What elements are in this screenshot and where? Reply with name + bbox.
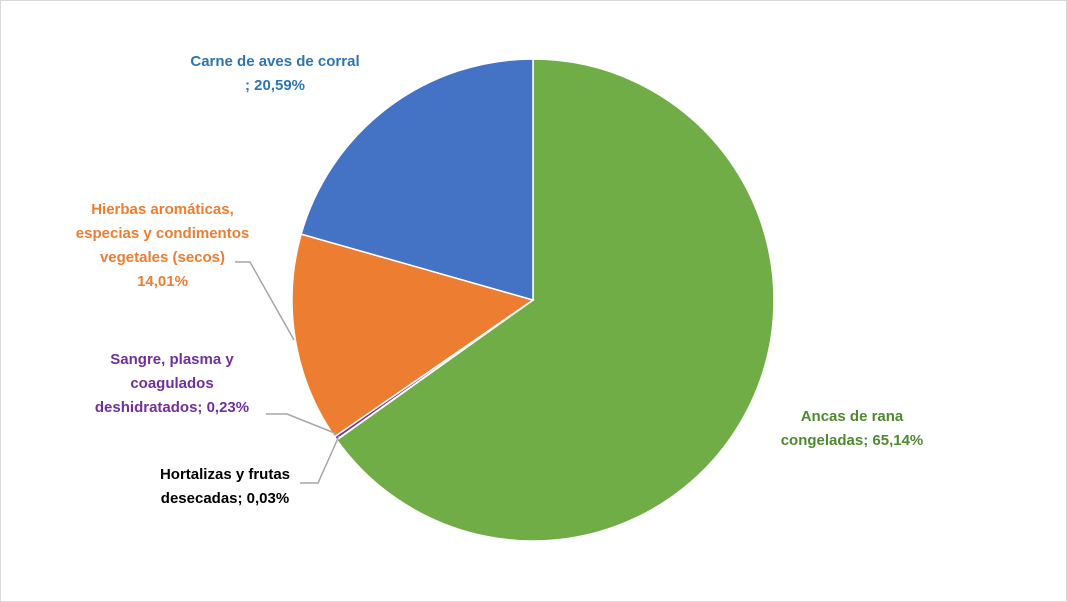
data-label-hortalizas-y-frutas: Hortalizas y frutas desecadas; 0,03%	[120, 463, 330, 511]
data-label-line: especias y condimentos	[75, 225, 250, 242]
data-label-line: Ancas de rana	[800, 408, 904, 425]
pie-slice-carne-de-aves	[300, 58, 534, 301]
data-label-line: deshidratados; 0,23%	[94, 399, 250, 416]
data-label-line: Sangre, plasma y	[110, 351, 234, 368]
data-label-ancas-de-rana: Ancas de rana congeladas; 65,14%	[752, 405, 952, 453]
pie-slice-hierbas-aromaticas	[291, 233, 535, 438]
leader-line-hierbas-aromaticas	[235, 261, 295, 341]
leader-line-sangre-plasma	[266, 413, 338, 435]
data-label-hierbas-aromaticas: Hierbas aromáticas, especias y condimento…	[50, 198, 275, 294]
leader-line-hortalizas-y-frutas	[300, 435, 340, 484]
data-label-sangre-plasma: Sangre, plasma y coagulados deshidratados;…	[72, 348, 272, 420]
data-label-line: Carne de aves de corral	[190, 53, 360, 70]
data-label-line: Hortalizas y frutas	[159, 466, 291, 483]
data-label-line: ; 20,59%	[244, 77, 306, 94]
data-label-line: 14,01%	[137, 273, 188, 290]
data-label-line: coagulados	[130, 375, 214, 392]
pie-slice-ancas-de-rana	[335, 58, 775, 542]
data-label-line: congeladas; 65,14%	[780, 432, 924, 449]
data-label-line: vegetales (secos)	[99, 249, 226, 266]
data-label-line: desecadas; 0,03%	[160, 490, 290, 507]
data-label-line: Hierbas aromáticas,	[91, 201, 234, 218]
data-label-carne-de-aves: Carne de aves de corral ; 20,59%	[160, 50, 390, 98]
